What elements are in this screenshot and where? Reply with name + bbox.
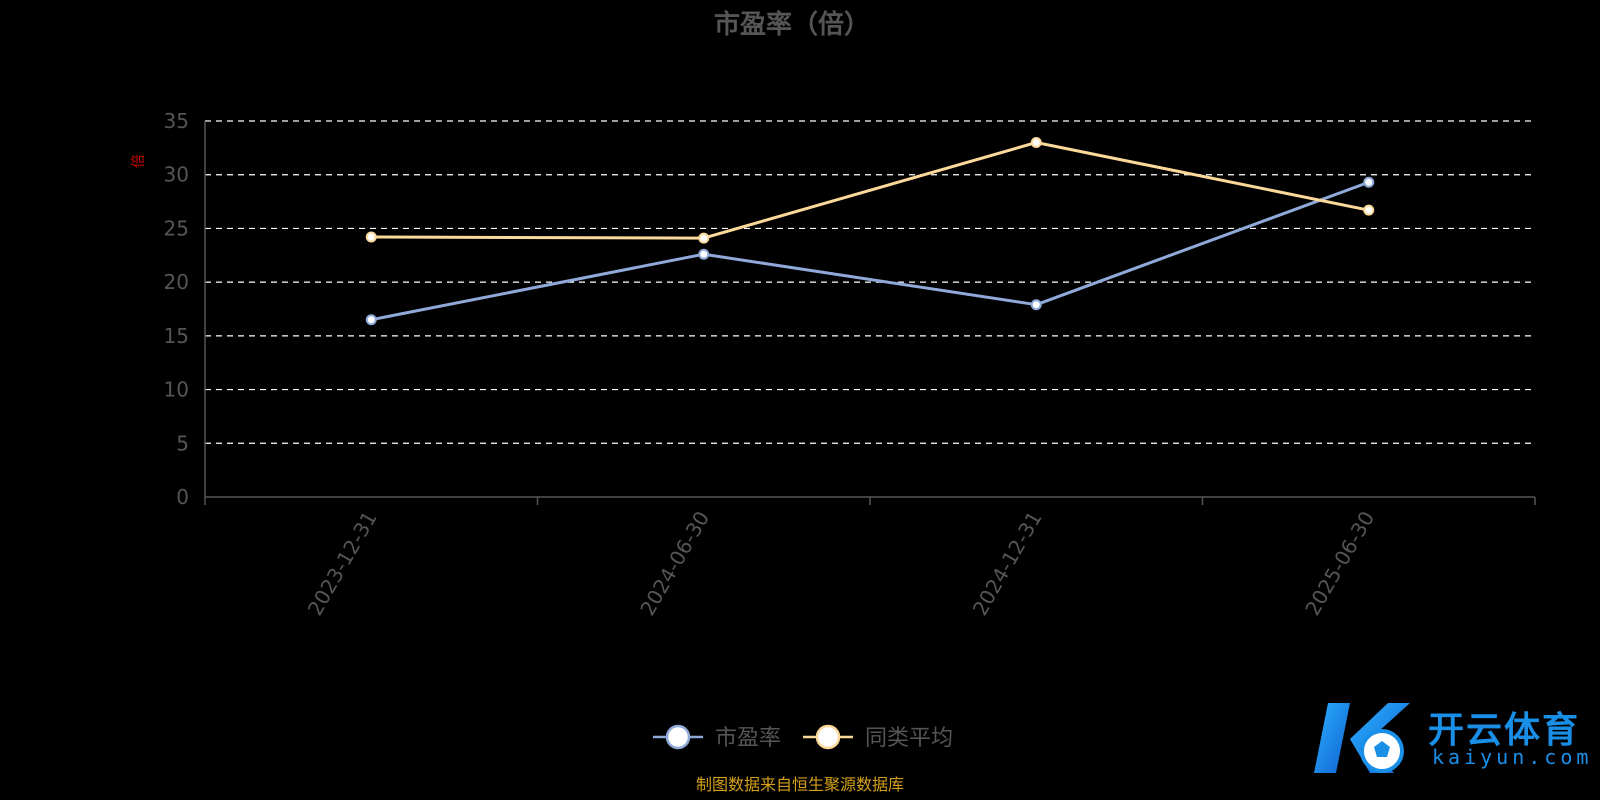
watermark-en-text: kaiyun.com: [1432, 745, 1593, 769]
data-point[interactable]: [698, 232, 710, 244]
source-note: 制图数据来自恒生聚源数据库: [696, 775, 904, 794]
y-tick-label: 25: [164, 216, 189, 240]
watermark-cn-text: 开云体育: [1428, 710, 1581, 751]
data-point[interactable]: [698, 248, 710, 260]
grid-lines: [205, 120, 1535, 444]
y-tick-label: 5: [176, 431, 189, 455]
data-point[interactable]: [1030, 299, 1042, 311]
x-tick-label: 2024-06-30: [635, 507, 714, 620]
chart-title: 市盈率（倍）: [714, 9, 870, 40]
data-point[interactable]: [1363, 176, 1375, 188]
data-point[interactable]: [1363, 204, 1375, 216]
y-tick-label: 20: [164, 270, 189, 294]
series-line-0: [370, 180, 1370, 322]
y-tick-label: 35: [164, 109, 189, 133]
x-tick-labels: 2023-12-31 2024-06-30 2024-12-31 2025-06-30: [303, 507, 1379, 620]
data-point[interactable]: [365, 231, 377, 243]
legend[interactable]: 市盈率 同类平均: [653, 724, 953, 751]
y-tick-label: 0: [176, 485, 189, 509]
legend-label: 市盈率: [715, 726, 781, 751]
x-tick-label: 2025-06-30: [1300, 507, 1379, 620]
watermark: 开云体育 kaiyun.com: [1310, 695, 1590, 785]
y-tick-label: 10: [164, 378, 189, 402]
series: [365, 136, 1375, 326]
legend-swatch-marker: [665, 724, 691, 750]
y-tick-labels: 0 5 10 15 20 25 30 35: [164, 109, 189, 509]
legend-item-0[interactable]: 市盈率: [653, 724, 781, 751]
y-tick-label: 15: [164, 324, 189, 348]
legend-label: 同类平均: [865, 726, 953, 751]
y-axis-label: 倍: [131, 154, 147, 168]
data-point[interactable]: [365, 314, 377, 326]
series-line-1: [371, 140, 1370, 240]
kaiyun-logo-icon: [1314, 703, 1410, 773]
data-point[interactable]: [1030, 136, 1042, 148]
x-tick-label: 2024-12-31: [968, 507, 1047, 620]
y-tick-label: 30: [164, 163, 189, 187]
legend-swatch-marker: [815, 724, 841, 750]
x-tick-label: 2023-12-31: [303, 507, 382, 620]
axes: [204, 121, 1536, 505]
legend-item-1[interactable]: 同类平均: [803, 724, 953, 751]
